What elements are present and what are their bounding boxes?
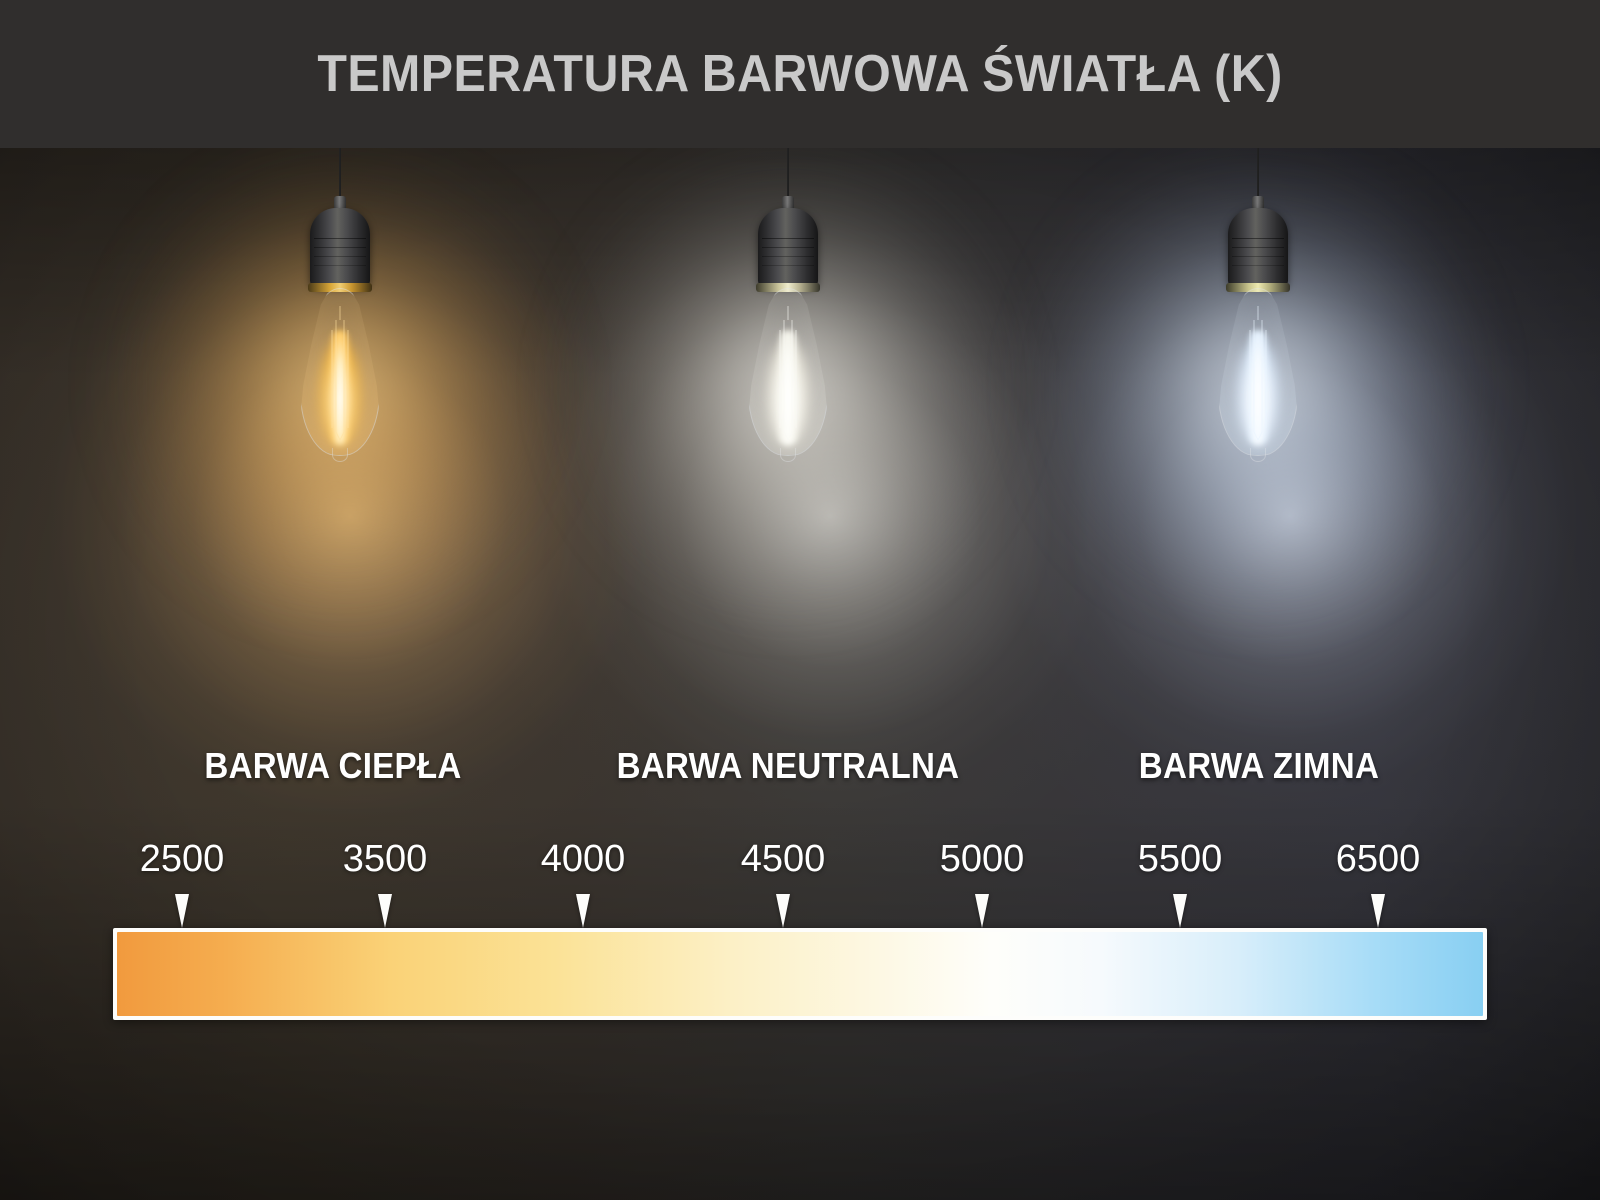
- bulb-filament: [1249, 330, 1267, 445]
- bulb-filament: [779, 330, 797, 445]
- kelvin-tick-marker: [975, 894, 989, 928]
- kelvin-tick-marker: [1173, 894, 1187, 928]
- lamp-socket: [1228, 208, 1288, 286]
- kelvin-tick-label: 5000: [939, 838, 1025, 880]
- kelvin-tick-label: 4000: [540, 838, 626, 880]
- socket-ring: [308, 283, 372, 292]
- kelvin-tick-marker: [576, 894, 590, 928]
- kelvin-tick-marker: [776, 894, 790, 928]
- kelvin-tick-marker: [1371, 894, 1385, 928]
- bulb-tip: [332, 448, 348, 462]
- filament-wires: [1249, 306, 1267, 442]
- socket-ring: [1226, 283, 1290, 292]
- kelvin-tick-marker: [378, 894, 392, 928]
- lamp-socket: [758, 208, 818, 286]
- kelvin-tick-label: 3500: [342, 838, 428, 880]
- kelvin-tick-label: 4500: [740, 838, 826, 880]
- bulb-filament: [331, 330, 349, 445]
- kelvin-gradient-bar-frame: [113, 928, 1487, 1020]
- kelvin-tick-label: 5500: [1137, 838, 1223, 880]
- kelvin-tick-marker: [175, 894, 189, 928]
- page-title: TEMPERATURA BARWOWA ŚWIATŁA (K): [317, 45, 1283, 103]
- filament-wires: [331, 306, 349, 442]
- kelvin-tick-label: 6500: [1335, 838, 1421, 880]
- kelvin-gradient-bar: [117, 932, 1483, 1016]
- kelvin-tick-label: 2500: [139, 838, 225, 880]
- bulb-tip: [780, 448, 796, 462]
- bulb-tip: [1250, 448, 1266, 462]
- header-bar: TEMPERATURA BARWOWA ŚWIATŁA (K): [0, 0, 1600, 148]
- filament-wires: [779, 306, 797, 442]
- lamp-socket: [310, 208, 370, 286]
- socket-ring: [756, 283, 820, 292]
